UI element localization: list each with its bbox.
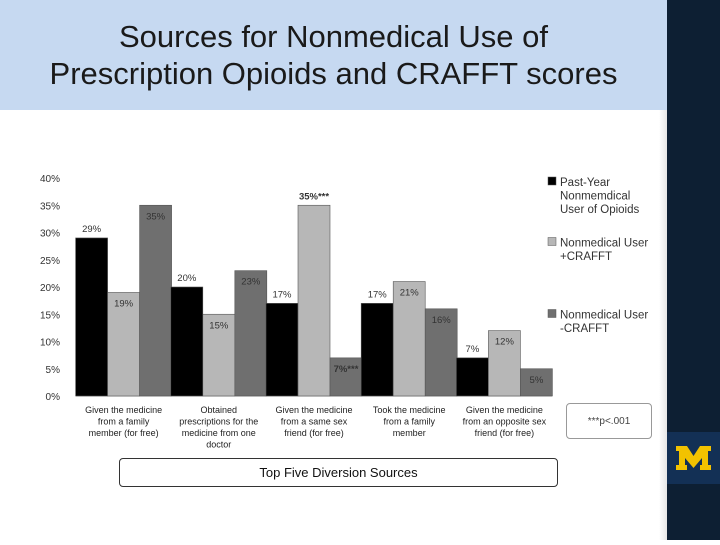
x-tick-label: friend (for free) [284, 428, 344, 438]
data-label: 17% [272, 289, 292, 300]
university-logo [667, 432, 720, 484]
x-tick-label: member (for free) [89, 428, 159, 438]
legend-label: +CRAFFT [560, 251, 612, 263]
legend-label: Nonmemdical [560, 191, 630, 203]
chart-caption: Top Five Diversion Sources [119, 458, 558, 487]
bar-2 [297, 204, 331, 397]
y-tick-label: 35% [40, 201, 60, 212]
data-label: 7%*** [334, 364, 359, 375]
data-label: 21% [400, 288, 420, 299]
slide-title-line-2: Prescription Opioids and CRAFFT scores [49, 56, 618, 91]
x-tick-label: Obtained [201, 405, 238, 415]
data-label: 7% [466, 344, 480, 355]
data-label: 12% [495, 337, 515, 348]
legend-swatch [547, 237, 557, 246]
bar-1 [360, 303, 394, 397]
significance-footnote: ***p<.001 [566, 403, 652, 439]
x-tick-label: doctor [206, 440, 231, 450]
legend-label: Past-Year [560, 177, 610, 189]
data-label: 16% [432, 315, 452, 326]
slide-title-line-1: Sources for Nonmedical Use of [118, 19, 549, 54]
x-tick-label: Given the medicine [275, 405, 352, 415]
legend-label: -CRAFFT [560, 323, 609, 335]
legend-label: Nonmedical User [560, 310, 648, 322]
x-tick-label: prescriptions for the [179, 417, 258, 427]
y-tick-label: 40% [40, 174, 60, 185]
x-tick-label: Took the medicine [373, 405, 446, 415]
bar-2 [107, 292, 140, 397]
data-label: 23% [241, 277, 261, 288]
bar-1 [170, 286, 204, 397]
y-tick-label: 30% [40, 229, 60, 240]
data-label: 19% [114, 298, 134, 309]
data-label: 5% [530, 375, 544, 386]
bar-1 [75, 237, 108, 397]
x-tick-label: Given the medicine [85, 405, 162, 415]
data-label: 15% [209, 320, 229, 331]
bar-2 [488, 330, 521, 397]
x-tick-label: from an opposite sex [463, 417, 547, 427]
x-tick-label: from a family [98, 417, 150, 427]
y-tick-label: 5% [46, 365, 61, 376]
legend-label: User of Opioids [560, 204, 640, 216]
bar-2 [392, 281, 426, 397]
title-band: Sources for Nonmedical Use of Prescripti… [0, 0, 667, 110]
data-label: 29% [82, 224, 102, 235]
y-tick-label: 0% [46, 392, 61, 403]
y-tick-label: 10% [40, 338, 60, 349]
x-tick-label: from a same sex [281, 417, 348, 427]
bar-1 [456, 357, 489, 397]
bar-1 [265, 303, 299, 397]
bar-3 [424, 308, 458, 397]
data-label: 35% [146, 211, 166, 222]
data-label: 17% [368, 289, 388, 300]
block-m-logo-icon [676, 446, 711, 470]
y-tick-label: 20% [40, 283, 60, 294]
legend-label: Nonmedical User [560, 238, 648, 250]
legend-swatch [547, 309, 557, 318]
y-tick-label: 25% [40, 256, 60, 267]
x-tick-label: friend (for free) [475, 428, 535, 438]
bar-3 [520, 368, 553, 397]
data-label: 35%*** [299, 191, 329, 202]
data-label: 20% [177, 273, 197, 284]
bar-3 [139, 204, 172, 397]
legend-swatch [547, 176, 557, 186]
bar-chart: 0% 5% 10% 15% 20% 25% 30% 35% 40% 29% 19% 35% Given … [40, 174, 648, 450]
x-tick-label: from a family [383, 417, 435, 427]
x-tick-label: medicine from one [182, 428, 256, 438]
x-tick-label: member [393, 428, 426, 438]
bar-3 [234, 270, 268, 397]
x-tick-label: Given the medicine [466, 405, 543, 415]
y-tick-label: 15% [40, 310, 60, 321]
